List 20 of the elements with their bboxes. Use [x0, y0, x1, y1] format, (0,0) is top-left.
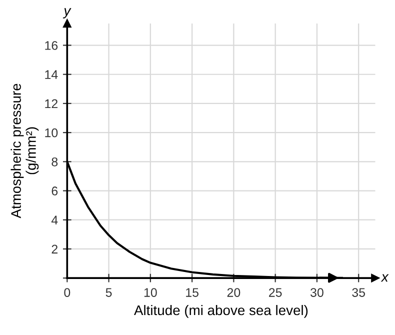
x-tick-label: 0	[64, 288, 70, 297]
y-tick-label: 4	[51, 216, 58, 224]
y-tick-label: 6	[52, 186, 58, 196]
x-tick-label: 10	[144, 288, 157, 297]
x-tick-label: 5	[106, 288, 112, 297]
x-axis-title: Altitude (mi above sea level)	[134, 304, 308, 318]
x-tick-label: 15	[186, 288, 198, 297]
y-tick-label: 2	[52, 244, 58, 254]
y-tick-label: 14	[45, 70, 58, 79]
x-tick-label: 25	[269, 288, 282, 297]
text: x	[380, 274, 389, 282]
y-tick-label: 8	[52, 157, 58, 166]
y-axis-title: Atmospheric pressure (g/mm²)	[10, 84, 39, 218]
y-tick-label: 12	[45, 99, 58, 108]
x-tick-label: 20	[227, 288, 240, 297]
y-tick-label: 16	[45, 41, 58, 50]
text: y	[62, 8, 72, 18]
x-tick-label: 30	[310, 288, 324, 297]
x-tick-label: 35	[352, 288, 366, 297]
y-tick-label: 10	[45, 128, 58, 138]
